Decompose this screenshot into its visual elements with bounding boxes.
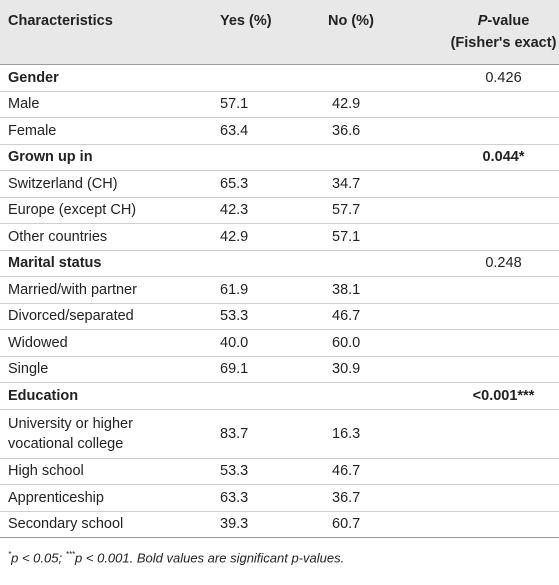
row-label: Education: [0, 382, 200, 409]
p-value: <0.001***: [448, 382, 559, 409]
no-value: 57.1: [324, 223, 448, 250]
yes-value: [200, 249, 324, 277]
header-no: No (%): [328, 13, 374, 29]
p-value: [448, 223, 559, 250]
table-row: Secondary school 39.3 60.7: [0, 510, 559, 538]
yes-value: [200, 382, 324, 409]
yes-value: 42.9: [200, 223, 324, 250]
p-value: [448, 276, 559, 303]
yes-value: 53.3: [200, 457, 324, 485]
no-value: 46.7: [324, 457, 448, 485]
p-value: [448, 329, 559, 356]
yes-value: 83.7: [200, 408, 324, 458]
header-row: Characteristics Yes (%) No (%) P-value (…: [0, 0, 559, 65]
results-table: Characteristics Yes (%) No (%) P-value (…: [0, 0, 559, 538]
table-row: Switzerland (CH) 65.3 34.7: [0, 170, 559, 197]
no-value: 60.0: [324, 329, 448, 356]
no-value: 34.7: [324, 170, 448, 197]
row-label: Secondary school: [0, 510, 200, 538]
row-label: Widowed: [0, 329, 200, 356]
row-label: Marital status: [0, 249, 200, 277]
yes-value: 69.1: [200, 355, 324, 383]
row-label: Grown up in: [0, 143, 200, 171]
table-row: Male 57.1 42.9: [0, 90, 559, 118]
footnote-mark-2: ***: [65, 550, 76, 559]
row-label: Gender: [0, 64, 200, 91]
row-label: Male: [0, 90, 200, 118]
table-row: Europe (except CH) 42.3 57.7: [0, 196, 559, 224]
yes-value: [200, 143, 324, 171]
table-row: Female 63.4 36.6: [0, 117, 559, 144]
row-label: Married/with partner: [0, 276, 200, 303]
p-value: [448, 457, 559, 485]
p-value: [448, 510, 559, 538]
group-row: Marital status 0.248: [0, 249, 559, 277]
table-row: Widowed 40.0 60.0: [0, 329, 559, 356]
p-value: [448, 170, 559, 197]
no-value: 36.7: [324, 484, 448, 511]
p-value: [448, 117, 559, 144]
row-label: Other countries: [0, 223, 200, 250]
no-value: [324, 249, 448, 277]
group-row: Gender 0.426: [0, 64, 559, 91]
no-value: 38.1: [324, 276, 448, 303]
table-row: Apprenticeship 63.3 36.7: [0, 484, 559, 511]
no-value: 36.6: [324, 117, 448, 144]
table-row: Divorced/separated 53.3 46.7: [0, 302, 559, 330]
row-label: Single: [0, 355, 200, 383]
header-characteristics: Characteristics: [8, 13, 113, 29]
p-value: [448, 90, 559, 118]
no-value: 16.3: [324, 408, 448, 458]
yes-value: 57.1: [200, 90, 324, 118]
footnote-text-1: p < 0.05;: [11, 550, 66, 566]
p-value: [448, 408, 559, 458]
table-row: High school 53.3 46.7: [0, 457, 559, 485]
row-label: Divorced/separated: [0, 302, 200, 330]
group-row: Education <0.001***: [0, 382, 559, 409]
header-pvalue-rest: -value (Fisher's exact): [450, 13, 557, 51]
table-row: University or higher vocational college 8…: [0, 408, 559, 458]
p-value: [448, 484, 559, 511]
no-value: 46.7: [324, 302, 448, 330]
table-row: Single 69.1 30.9: [0, 355, 559, 383]
p-value: [448, 355, 559, 383]
p-value: [448, 302, 559, 330]
yes-value: 42.3: [200, 196, 324, 224]
p-value: 0.426: [448, 64, 559, 91]
group-row: Grown up in 0.044*: [0, 143, 559, 171]
yes-value: [200, 64, 324, 91]
yes-value: 63.3: [200, 484, 324, 511]
no-value: 60.7: [324, 510, 448, 538]
yes-value: 40.0: [200, 329, 324, 356]
row-label: Female: [0, 117, 200, 144]
p-value: 0.044*: [448, 143, 559, 171]
footnote: *p < 0.05; ***p < 0.001. Bold values are…: [0, 538, 559, 565]
footnote-mark-1: *: [8, 550, 12, 559]
table-row: Married/with partner 61.9 38.1: [0, 276, 559, 303]
table-body: Gender 0.426 Male 57.1 42.9 Female 63.4 36.6 Gro…: [0, 64, 559, 538]
row-label: University or higher vocational college: [0, 408, 200, 458]
no-value: 30.9: [324, 355, 448, 383]
yes-value: 39.3: [200, 510, 324, 538]
p-value: [448, 196, 559, 224]
table-row: Other countries 42.9 57.1: [0, 223, 559, 250]
yes-value: 61.9: [200, 276, 324, 303]
header-pvalue-p: P: [477, 13, 488, 29]
header-pvalue: P-value (Fisher's exact): [448, 0, 559, 65]
p-value: 0.248: [448, 249, 559, 277]
no-value: [324, 64, 448, 91]
footnote-text-2: p < 0.001. Bold values are significant p…: [75, 550, 345, 566]
row-label: High school: [0, 457, 200, 485]
header-yes: Yes (%): [220, 13, 272, 29]
no-value: [324, 143, 448, 171]
yes-value: 53.3: [200, 302, 324, 330]
no-value: [324, 382, 448, 409]
yes-value: 63.4: [200, 117, 324, 144]
no-value: 42.9: [324, 90, 448, 118]
row-label: Apprenticeship: [0, 484, 200, 511]
row-label: Europe (except CH): [0, 196, 200, 224]
yes-value: 65.3: [200, 170, 324, 197]
no-value: 57.7: [324, 196, 448, 224]
row-label: Switzerland (CH): [0, 170, 200, 197]
